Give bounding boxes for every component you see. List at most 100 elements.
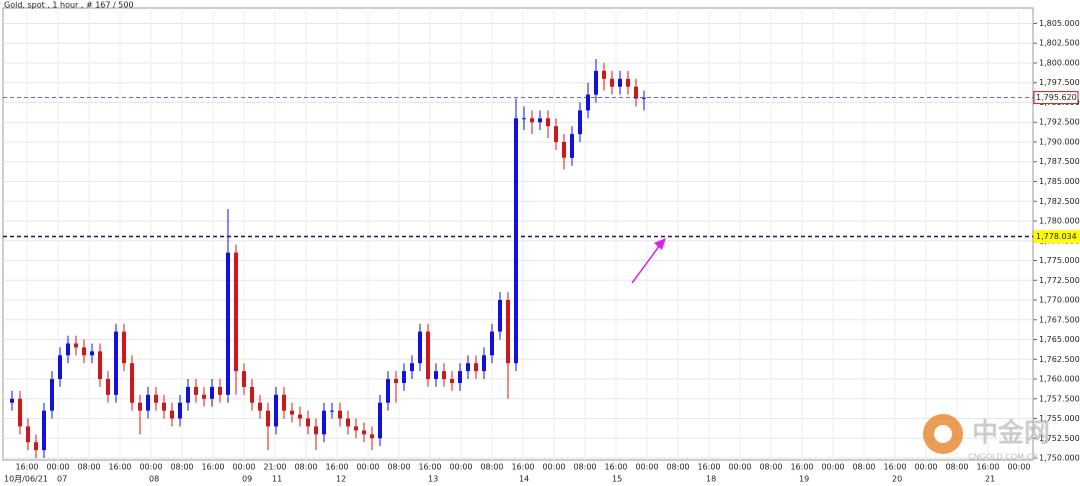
candle-body <box>554 126 558 142</box>
x-tick-label: 00:00 <box>821 463 844 472</box>
y-tick-label: 1,762.500 <box>1039 355 1080 364</box>
x-tick-label: 00:00 <box>1007 463 1030 472</box>
candle-body <box>394 379 398 383</box>
x-tick-label: 00:00 <box>449 463 472 472</box>
y-tick-label: 1,780.000 <box>1039 217 1080 226</box>
x-tick-label: 16:00 <box>511 463 534 472</box>
x-tick-label: 00:00 <box>914 463 937 472</box>
y-tick-label: 1,767.500 <box>1039 315 1080 324</box>
x-tick-label: 08:00 <box>77 463 100 472</box>
candle-body <box>122 331 126 364</box>
candle-body <box>562 141 566 158</box>
y-tick-label: 1,782.500 <box>1039 197 1080 206</box>
candle-body <box>578 110 582 135</box>
y-tick-label: 1,750.000 <box>1039 454 1080 463</box>
candle-body <box>338 410 342 419</box>
candle-body <box>586 94 590 111</box>
candle-body <box>506 300 510 364</box>
candle-body <box>34 442 38 451</box>
date-label: 13 <box>428 475 438 484</box>
candle-body <box>354 426 358 431</box>
x-tick-label: 08:00 <box>170 463 193 472</box>
x-tick-label: 00:00 <box>139 463 162 472</box>
y-tick-label: 1,802.500 <box>1039 39 1080 48</box>
watermark-site: CNGOLD.COM.CN <box>968 453 1038 462</box>
candle-body <box>330 410 334 412</box>
x-tick-label: 00:00 <box>542 463 565 472</box>
overlay: 1,795.620 1,778.034 <box>3 91 1080 244</box>
candle-body <box>234 252 238 372</box>
candle-body <box>282 394 286 411</box>
candle-body <box>546 118 550 127</box>
x-tick-label: 00:00 <box>728 463 751 472</box>
date-label: 15 <box>612 475 622 484</box>
x-tick-label: 16:00 <box>325 463 348 472</box>
candles <box>10 59 646 459</box>
chart-title: Gold, spot , 1 hour , # 167 / 500 <box>4 1 134 10</box>
y-tick-label: 1,797.500 <box>1039 78 1080 87</box>
x-tick-label: 08:00 <box>666 463 689 472</box>
reference-label-box <box>1033 230 1080 244</box>
x-tick-label: 00:00 <box>635 463 658 472</box>
candle-body <box>450 379 454 383</box>
candle-body <box>418 331 422 364</box>
candle-body <box>146 394 150 411</box>
candle-body <box>194 386 198 395</box>
x-tick-label: 16:00 <box>418 463 441 472</box>
y-tick-label: 1,752.500 <box>1039 434 1080 443</box>
x-tick-label: 16:00 <box>201 463 224 472</box>
x-tick-label: 16:00 <box>15 463 38 472</box>
candle-body <box>82 347 86 356</box>
x-tick-label: 08:00 <box>480 463 503 472</box>
candle-body <box>74 343 78 348</box>
watermark-logo-inner <box>934 425 952 443</box>
x-tick-label: 08:00 <box>852 463 875 472</box>
candle-body <box>610 78 614 87</box>
date-label: 14 <box>519 475 529 484</box>
y-tick-label: 1,800.000 <box>1039 58 1080 67</box>
y-tick-label: 1,760.000 <box>1039 375 1080 384</box>
candle-body <box>530 118 534 123</box>
y-tick-label: 1,805.000 <box>1039 19 1080 28</box>
date-label: 19 <box>799 475 809 484</box>
x-tick-label: 08:00 <box>294 463 317 472</box>
candle-body <box>218 386 222 395</box>
watermark: 中金网 CNGOLD.COM.CN <box>923 414 1050 462</box>
candle-body <box>18 398 22 427</box>
x-tick-label: 16:00 <box>790 463 813 472</box>
reference-label-box <box>1033 91 1079 105</box>
y-tick-label: 1,790.000 <box>1039 137 1080 146</box>
y-tick-label: 1,792.500 <box>1039 118 1080 127</box>
candle-body <box>594 70 598 95</box>
candle-body <box>298 414 302 419</box>
y-tick-label: 1,770.000 <box>1039 296 1080 305</box>
x-tick-label: 08:00 <box>945 463 968 472</box>
candle-body <box>106 379 110 395</box>
candle-body <box>58 355 62 380</box>
watermark-brand: 中金网 <box>972 418 1050 449</box>
candle-body <box>154 394 158 403</box>
candle-body <box>618 78 622 87</box>
candle-body <box>642 97 646 99</box>
x-tick-label: 08:00 <box>573 463 596 472</box>
candle-body <box>346 418 350 427</box>
candle-body <box>306 418 310 427</box>
date-label: 18 <box>706 475 716 484</box>
candle-body <box>634 86 638 99</box>
candle-body <box>202 394 206 399</box>
candle-body <box>66 343 70 356</box>
candle-body <box>50 379 54 411</box>
candle-body <box>90 351 94 356</box>
candle-body <box>474 363 478 372</box>
candle-body <box>210 386 214 399</box>
x-tick-label: 08:00 <box>759 463 782 472</box>
arrow <box>631 244 661 284</box>
candle-body <box>98 351 102 380</box>
candle-body <box>602 70 606 79</box>
candle-body <box>498 300 502 332</box>
candle-body <box>458 371 462 383</box>
candle-body <box>322 410 326 435</box>
candle-body <box>178 402 182 419</box>
